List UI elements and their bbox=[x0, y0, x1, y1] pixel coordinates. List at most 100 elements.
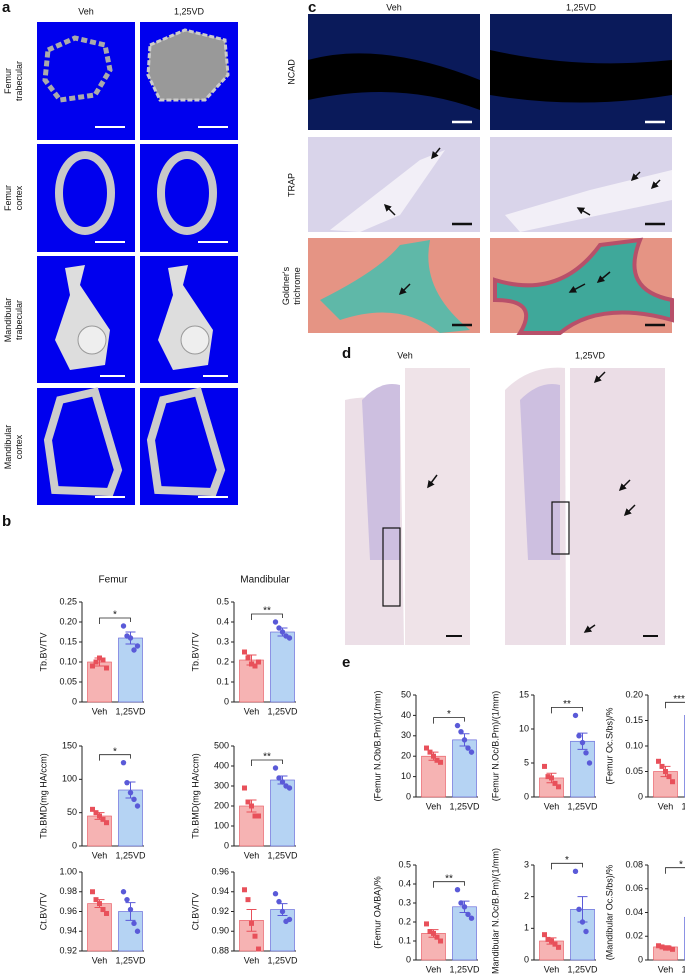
y-axis-label: Tb.BMD(mg HA/ccm) bbox=[38, 753, 48, 839]
y-tick-label: 0 bbox=[524, 954, 529, 964]
significance-bracket bbox=[433, 717, 465, 724]
y-tick-label: 50 bbox=[67, 807, 77, 817]
data-point bbox=[465, 745, 471, 751]
data-point bbox=[100, 816, 106, 822]
y-tick-label: 100 bbox=[62, 774, 77, 784]
column-label: Veh bbox=[78, 6, 94, 16]
y-tick-label: 0 bbox=[72, 840, 77, 850]
x-tick-label: 1,25VD bbox=[115, 850, 146, 860]
y-tick-label: 0.92 bbox=[59, 945, 77, 955]
y-tick-label: 0 bbox=[406, 954, 411, 964]
x-tick-label: Veh bbox=[92, 955, 108, 965]
data-point bbox=[252, 933, 258, 939]
y-tick-label: 0.10 bbox=[625, 740, 643, 750]
data-point bbox=[256, 659, 261, 665]
y-tick-label: 0.88 bbox=[211, 945, 229, 955]
data-point bbox=[552, 780, 558, 786]
panel-label: b bbox=[2, 513, 11, 530]
micro-ct-images bbox=[37, 22, 238, 505]
data-point bbox=[545, 936, 551, 942]
data-point bbox=[127, 906, 134, 913]
y-tick-label: 50 bbox=[401, 689, 411, 699]
y-tick-label: 10 bbox=[519, 723, 529, 733]
data-point bbox=[242, 649, 247, 655]
y-tick-label: 0.04 bbox=[625, 907, 643, 917]
significance-bracket bbox=[99, 617, 131, 624]
data-point bbox=[120, 889, 127, 895]
y-tick-label: 300 bbox=[214, 780, 229, 790]
data-point bbox=[276, 625, 282, 631]
y-axis-label: Tb.BV/TV bbox=[190, 632, 200, 671]
data-point bbox=[134, 803, 141, 809]
y-tick-label: 0 bbox=[638, 791, 643, 801]
data-point bbox=[465, 911, 471, 918]
x-tick-label: 1,25VD bbox=[567, 964, 598, 974]
panel-label: a bbox=[2, 0, 11, 16]
y-tick-label: 0 bbox=[524, 791, 529, 801]
significance-label: * bbox=[113, 746, 117, 757]
data-point bbox=[249, 661, 254, 667]
x-tick-label: Veh bbox=[244, 706, 260, 716]
data-point bbox=[458, 729, 464, 735]
y-tick-label: 1.00 bbox=[59, 866, 77, 876]
row-label: Femur bbox=[3, 185, 13, 211]
y-tick-label: 0.96 bbox=[59, 906, 77, 916]
x-tick-label: 1,25VD bbox=[449, 964, 480, 974]
y-tick-label: 0.90 bbox=[211, 926, 229, 936]
column-label: 1,25VD bbox=[566, 2, 597, 12]
data-point bbox=[131, 796, 137, 803]
data-point bbox=[252, 813, 258, 819]
data-point bbox=[104, 665, 109, 671]
data-point bbox=[659, 763, 665, 769]
data-point bbox=[242, 887, 247, 893]
data-point bbox=[249, 803, 254, 809]
data-point bbox=[120, 759, 127, 766]
data-point bbox=[104, 820, 109, 826]
y-tick-label: 0.5 bbox=[216, 596, 229, 606]
x-tick-label: Veh bbox=[426, 801, 442, 811]
histology-images bbox=[308, 14, 674, 335]
data-point bbox=[542, 932, 547, 938]
data-point bbox=[576, 733, 582, 739]
y-axis-label: (Femur OA/BA)/% bbox=[372, 876, 382, 949]
column-label: 1,25VD bbox=[174, 6, 205, 16]
data-point bbox=[252, 663, 258, 669]
y-tick-label: 200 bbox=[214, 800, 229, 810]
data-point bbox=[549, 938, 554, 944]
data-point bbox=[93, 897, 99, 903]
data-point bbox=[93, 810, 99, 816]
significance-label: ** bbox=[263, 752, 271, 763]
data-point bbox=[438, 759, 443, 765]
y-tick-label: 0.92 bbox=[211, 906, 229, 916]
x-tick-label: 1,25VD bbox=[115, 706, 146, 716]
x-tick-label: 1,25VD bbox=[267, 955, 298, 965]
bar bbox=[118, 637, 143, 703]
row-label: Mandibular bbox=[3, 425, 13, 470]
data-point bbox=[286, 785, 293, 791]
x-tick-label: 1,25VD bbox=[115, 955, 146, 965]
x-tick-label: Veh bbox=[544, 964, 560, 974]
y-tick-label: 30 bbox=[401, 730, 411, 740]
y-tick-label: 5 bbox=[524, 757, 529, 767]
data-point bbox=[666, 945, 672, 951]
y-tick-label: 400 bbox=[214, 760, 229, 770]
y-tick-label: 0.94 bbox=[59, 926, 77, 936]
y-axis-label: Ct.BV/TV bbox=[190, 893, 200, 931]
bar bbox=[270, 631, 295, 703]
chart-title: Mandibular bbox=[240, 575, 290, 586]
x-tick-label: 1,25VD bbox=[449, 801, 480, 811]
y-tick-label: 0 bbox=[224, 840, 229, 850]
x-tick-label: Veh bbox=[244, 850, 260, 860]
data-point bbox=[93, 659, 99, 665]
bar bbox=[239, 659, 264, 703]
y-tick-label: 0.3 bbox=[216, 636, 229, 646]
y-tick-label: 150 bbox=[62, 740, 77, 750]
panel-label: d bbox=[342, 345, 351, 362]
data-point bbox=[256, 813, 261, 819]
x-tick-label: Veh bbox=[544, 801, 560, 811]
x-tick-label: Veh bbox=[658, 801, 674, 811]
y-axis-label: (Femur Oc.S/bs)/% bbox=[604, 707, 614, 784]
data-point bbox=[120, 623, 127, 629]
data-point bbox=[90, 806, 95, 812]
panel-label: e bbox=[342, 654, 350, 671]
